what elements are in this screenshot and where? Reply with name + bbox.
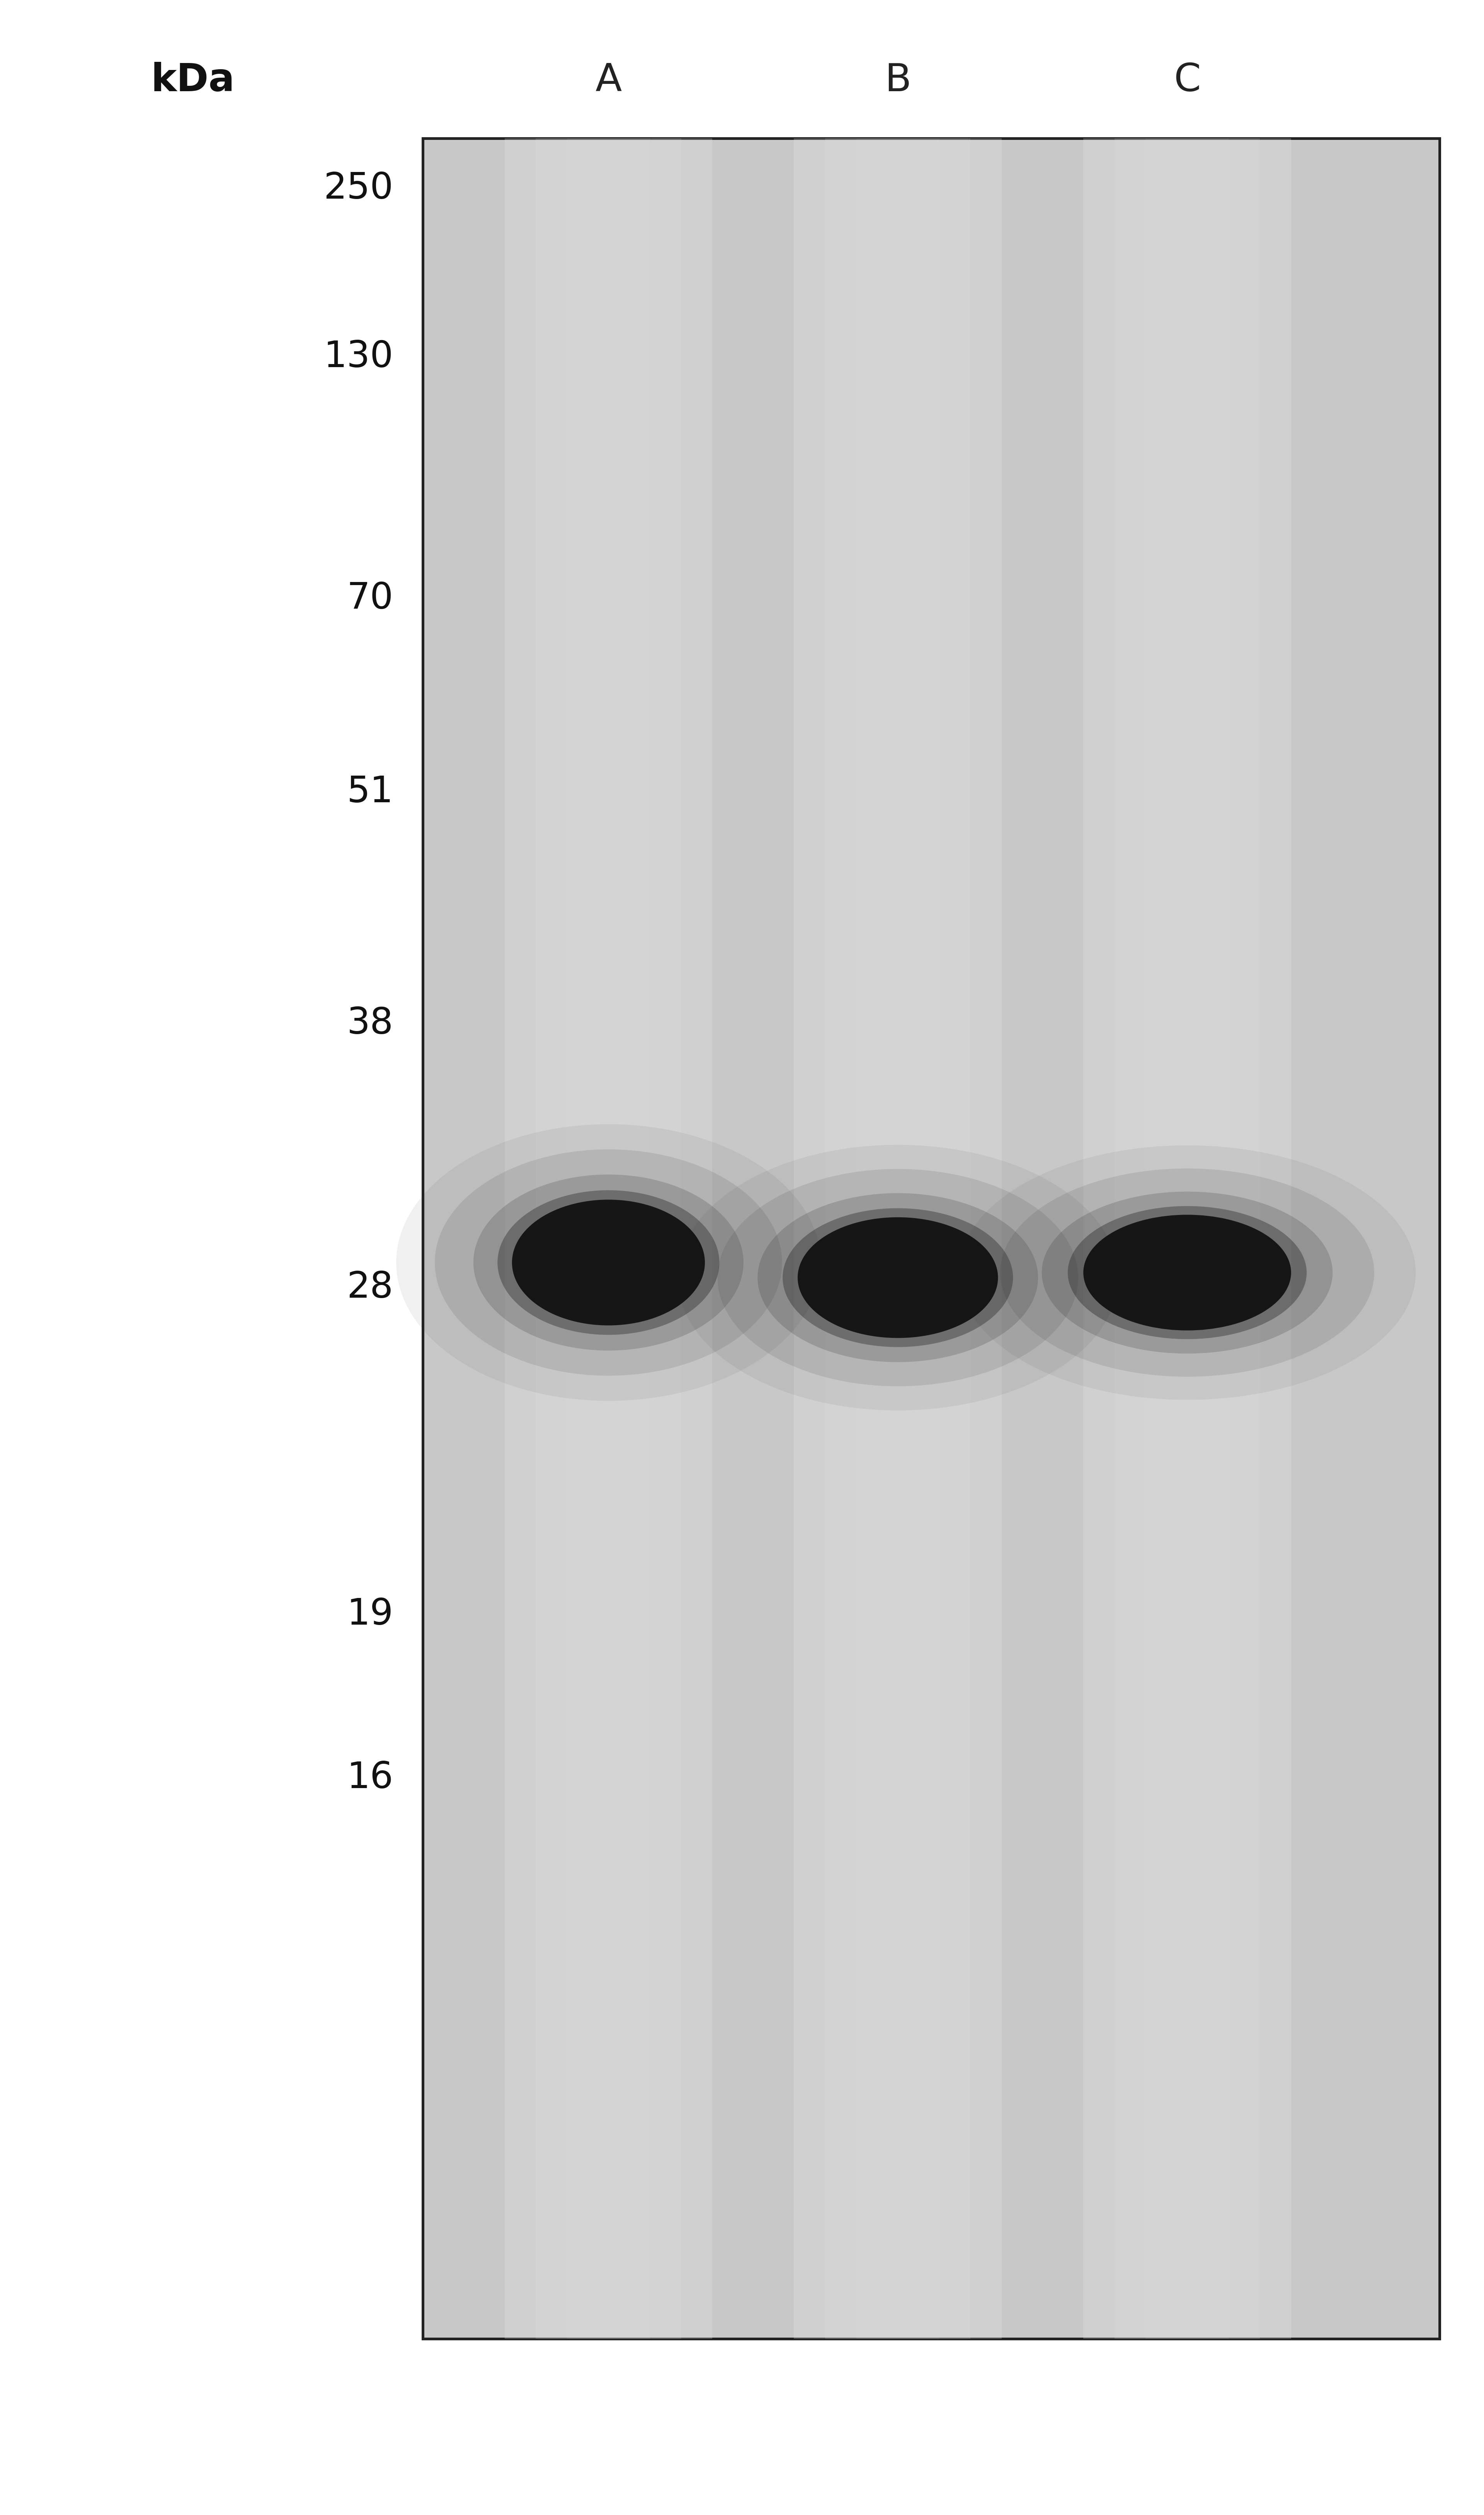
Ellipse shape bbox=[718, 1169, 1077, 1386]
Ellipse shape bbox=[396, 1124, 821, 1401]
Bar bbox=[1083, 138, 1291, 2339]
Bar bbox=[423, 138, 1439, 2339]
Text: 16: 16 bbox=[347, 1760, 393, 1796]
Ellipse shape bbox=[1000, 1169, 1374, 1376]
Bar bbox=[567, 138, 650, 2339]
Ellipse shape bbox=[473, 1175, 743, 1351]
Text: 28: 28 bbox=[347, 1270, 393, 1305]
Ellipse shape bbox=[1083, 1215, 1291, 1330]
Bar bbox=[794, 138, 1002, 2339]
Ellipse shape bbox=[435, 1149, 782, 1376]
Ellipse shape bbox=[1068, 1207, 1306, 1338]
Text: B: B bbox=[884, 63, 911, 98]
Ellipse shape bbox=[512, 1200, 705, 1325]
Ellipse shape bbox=[1042, 1192, 1333, 1353]
Bar bbox=[825, 138, 971, 2339]
Bar bbox=[536, 138, 681, 2339]
Text: kDa: kDa bbox=[151, 63, 234, 98]
Ellipse shape bbox=[497, 1190, 720, 1335]
Text: 19: 19 bbox=[347, 1597, 393, 1632]
Text: A: A bbox=[595, 63, 622, 98]
Text: 70: 70 bbox=[347, 581, 393, 616]
Ellipse shape bbox=[798, 1217, 997, 1338]
Text: 38: 38 bbox=[347, 1006, 393, 1041]
Ellipse shape bbox=[782, 1207, 1014, 1348]
Bar bbox=[505, 138, 712, 2339]
Text: C: C bbox=[1174, 63, 1201, 98]
Bar bbox=[1114, 138, 1260, 2339]
Text: 250: 250 bbox=[324, 171, 393, 206]
Ellipse shape bbox=[677, 1144, 1119, 1411]
Bar bbox=[1146, 138, 1229, 2339]
Text: 51: 51 bbox=[347, 775, 393, 810]
Ellipse shape bbox=[959, 1144, 1416, 1401]
Text: 130: 130 bbox=[324, 340, 393, 375]
Bar bbox=[856, 138, 939, 2339]
Ellipse shape bbox=[757, 1192, 1039, 1363]
